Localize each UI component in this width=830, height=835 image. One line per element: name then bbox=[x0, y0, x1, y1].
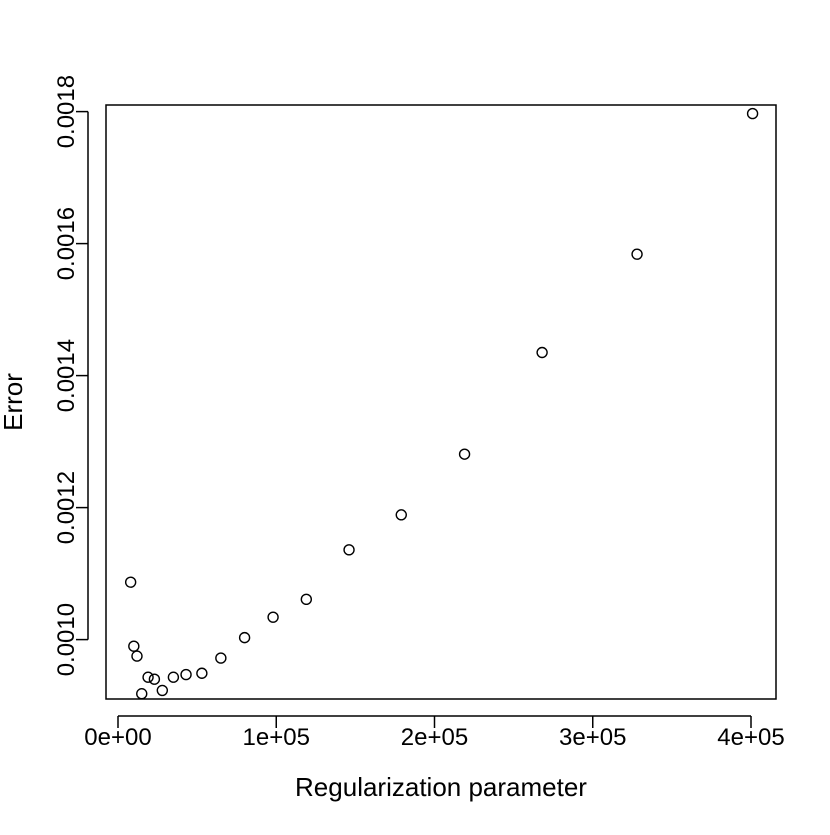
data-point bbox=[167, 671, 180, 683]
data-point bbox=[395, 509, 407, 521]
data-point bbox=[267, 611, 279, 623]
x-axis-title: Regularization parameter bbox=[295, 772, 587, 802]
data-point bbox=[343, 544, 355, 556]
data-point bbox=[300, 593, 313, 606]
data-point bbox=[136, 688, 148, 700]
data-point bbox=[131, 650, 143, 662]
y-tick-label: 0.0012 bbox=[53, 471, 80, 544]
data-point bbox=[746, 107, 759, 120]
plot-frame bbox=[105, 104, 777, 700]
x-tick-label: 4e+05 bbox=[717, 724, 784, 751]
data-point bbox=[180, 668, 192, 681]
data-point bbox=[196, 667, 208, 679]
x-tick-label: 3e+05 bbox=[559, 724, 626, 751]
data-point bbox=[142, 671, 154, 683]
data-point bbox=[156, 684, 169, 697]
data-point bbox=[631, 248, 643, 260]
x-tick-label: 2e+05 bbox=[401, 724, 468, 751]
y-tick-label: 0.0018 bbox=[53, 75, 80, 148]
x-axis: 0e+00 1e+05 2e+05 3e+05 4e+05 bbox=[84, 715, 785, 751]
y-axis-title: Error bbox=[0, 373, 28, 431]
data-point bbox=[536, 346, 548, 359]
data-point bbox=[148, 673, 161, 685]
y-tick-label: 0.0014 bbox=[53, 339, 80, 412]
y-tick-label: 0.0016 bbox=[53, 207, 80, 280]
data-point bbox=[458, 448, 471, 460]
data-point bbox=[124, 576, 137, 588]
data-points bbox=[124, 107, 759, 700]
data-point bbox=[128, 640, 140, 652]
y-tick-label: 0.0010 bbox=[53, 603, 80, 676]
data-point bbox=[215, 652, 227, 664]
x-tick-label: 0e+00 bbox=[84, 724, 151, 751]
y-axis: 0.0010 0.0012 0.0014 0.0016 0.0018 bbox=[53, 75, 89, 676]
data-point bbox=[238, 631, 251, 644]
x-tick-label: 1e+05 bbox=[243, 724, 310, 751]
